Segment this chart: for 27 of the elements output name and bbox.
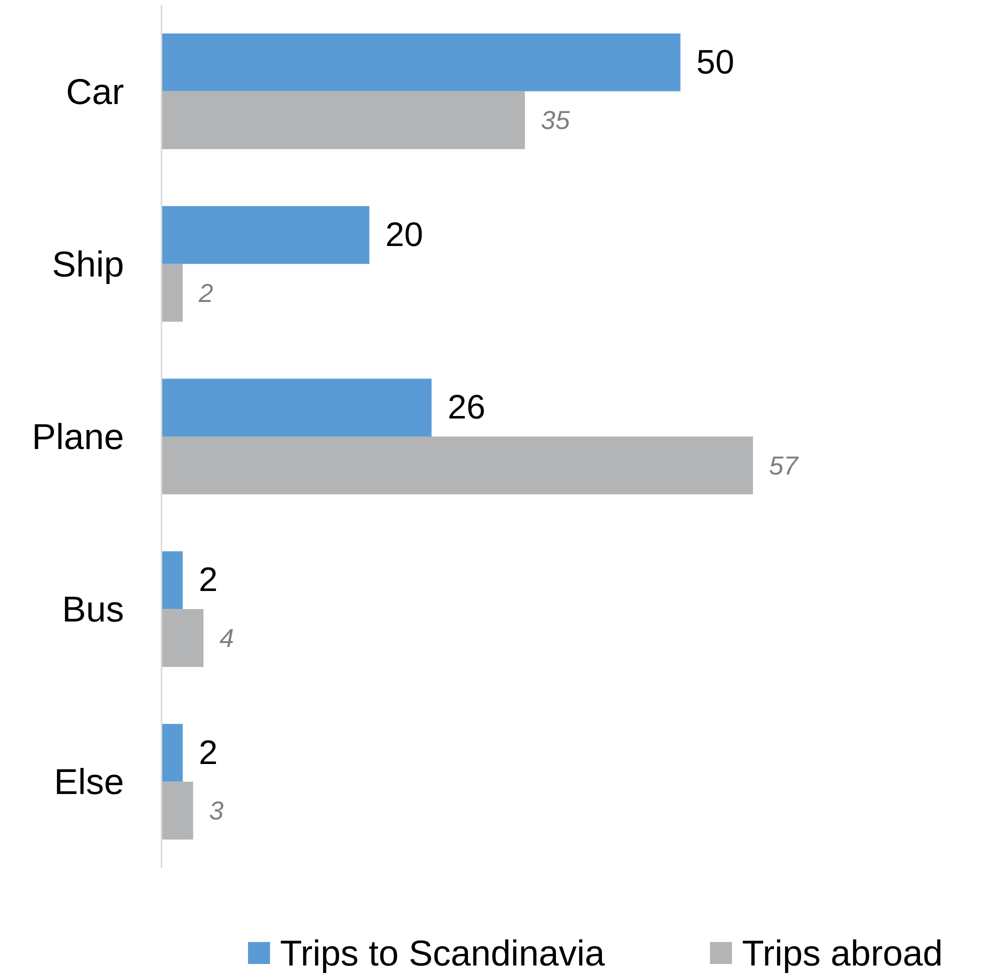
bar (162, 724, 183, 782)
legend-label: Trips to Scandinavia (280, 932, 606, 974)
data-label: 50 (696, 43, 734, 82)
bar (162, 378, 432, 436)
y-tick-label: Bus (62, 588, 124, 630)
y-tick-label: Ship (52, 243, 124, 284)
y-tick-label: Else (54, 761, 124, 802)
data-label: 2 (198, 561, 218, 600)
data-label: 20 (385, 216, 424, 254)
bar (162, 264, 183, 322)
bar (162, 551, 183, 610)
data-label: 3 (209, 796, 224, 826)
data-label: 2 (198, 734, 218, 772)
bar (162, 33, 680, 92)
data-label: 26 (448, 388, 486, 427)
data-label: 57 (769, 450, 800, 480)
data-label: 35 (540, 105, 570, 136)
y-tick-label: Plane (32, 416, 124, 457)
bar (162, 782, 194, 840)
data-label: 4 (219, 623, 234, 654)
bar (162, 436, 753, 494)
legend-label: Trips abroad (742, 932, 943, 974)
bar (162, 206, 370, 264)
data-label: 2 (198, 278, 214, 308)
bar (162, 91, 525, 150)
bar (162, 609, 204, 667)
y-tick-label: Car (66, 70, 124, 112)
